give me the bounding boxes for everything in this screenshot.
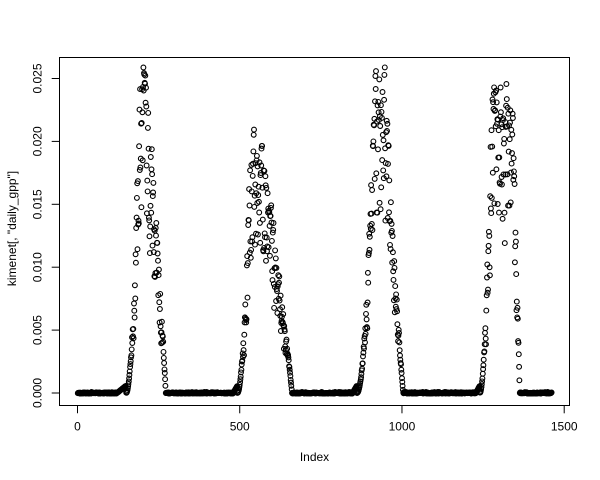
svg-text:0.005: 0.005	[31, 315, 45, 345]
svg-text:500: 500	[230, 420, 250, 434]
svg-text:0: 0	[74, 420, 81, 434]
svg-text:1000: 1000	[389, 420, 416, 434]
svg-text:0.010: 0.010	[31, 252, 45, 282]
svg-text:0.020: 0.020	[31, 126, 45, 156]
svg-text:0.000: 0.000	[31, 378, 45, 408]
svg-text:1500: 1500	[551, 420, 578, 434]
svg-text:0.015: 0.015	[31, 189, 45, 219]
svg-text:Index: Index	[300, 450, 329, 464]
svg-text:kimenet[, "daily_gpp"]: kimenet[, "daily_gpp"]	[5, 171, 19, 286]
svg-text:0.025: 0.025	[31, 63, 45, 93]
